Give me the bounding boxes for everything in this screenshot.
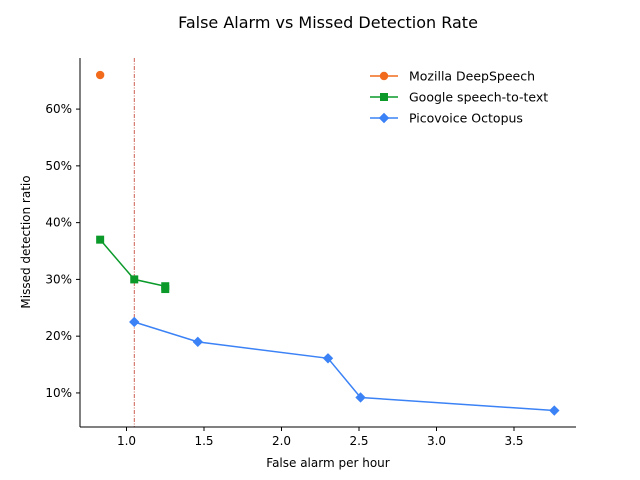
plot-area xyxy=(95,58,560,427)
y-ticks: 10% 20% 30% 40% 50% 60% xyxy=(45,102,80,400)
legend-label: Google speech-to-text xyxy=(409,90,548,105)
y-tick-label: 10% xyxy=(45,386,72,400)
data-point xyxy=(95,70,105,80)
y-tick-label: 40% xyxy=(45,216,72,230)
legend-item: Picovoice Octopus xyxy=(370,111,523,126)
y-axis-label: Missed detection ratio xyxy=(19,175,33,308)
legend-marker xyxy=(379,71,389,81)
y-tick-label: 60% xyxy=(45,102,72,116)
legend-label: Picovoice Octopus xyxy=(409,111,523,126)
y-tick-label: 30% xyxy=(45,272,72,286)
data-point xyxy=(96,235,105,244)
data-point xyxy=(129,316,140,328)
x-axis-label: False alarm per hour xyxy=(266,456,390,470)
series-square xyxy=(96,235,170,294)
x-ticks: 1.0 1.5 2.0 2.5 3.0 3.5 xyxy=(117,427,524,448)
legend-item: Mozilla DeepSpeech xyxy=(370,69,535,84)
data-point xyxy=(161,285,170,294)
y-tick-label: 20% xyxy=(45,329,72,343)
data-point xyxy=(130,275,139,284)
chart-title: False Alarm vs Missed Detection Rate xyxy=(178,13,478,32)
x-tick-label: 1.0 xyxy=(117,434,136,448)
series-line xyxy=(134,321,555,412)
data-point xyxy=(355,392,366,403)
series-circle xyxy=(95,70,105,80)
legend-item: Google speech-to-text xyxy=(370,90,548,105)
x-tick-label: 1.5 xyxy=(194,434,213,448)
legend-label: Mozilla DeepSpeech xyxy=(409,69,535,84)
legend-marker xyxy=(378,112,390,124)
legend-marker xyxy=(380,93,388,101)
data-point xyxy=(549,405,560,416)
series-diamond xyxy=(129,316,560,416)
x-tick-label: 3.0 xyxy=(427,434,446,448)
x-tick-label: 2.5 xyxy=(349,434,368,448)
x-tick-label: 3.5 xyxy=(504,434,523,448)
x-tick-label: 2.0 xyxy=(272,434,291,448)
legend: Mozilla DeepSpeech Google speech-to-text P… xyxy=(370,69,548,126)
data-point xyxy=(322,353,334,364)
data-point xyxy=(192,336,203,348)
y-tick-label: 50% xyxy=(45,159,72,173)
